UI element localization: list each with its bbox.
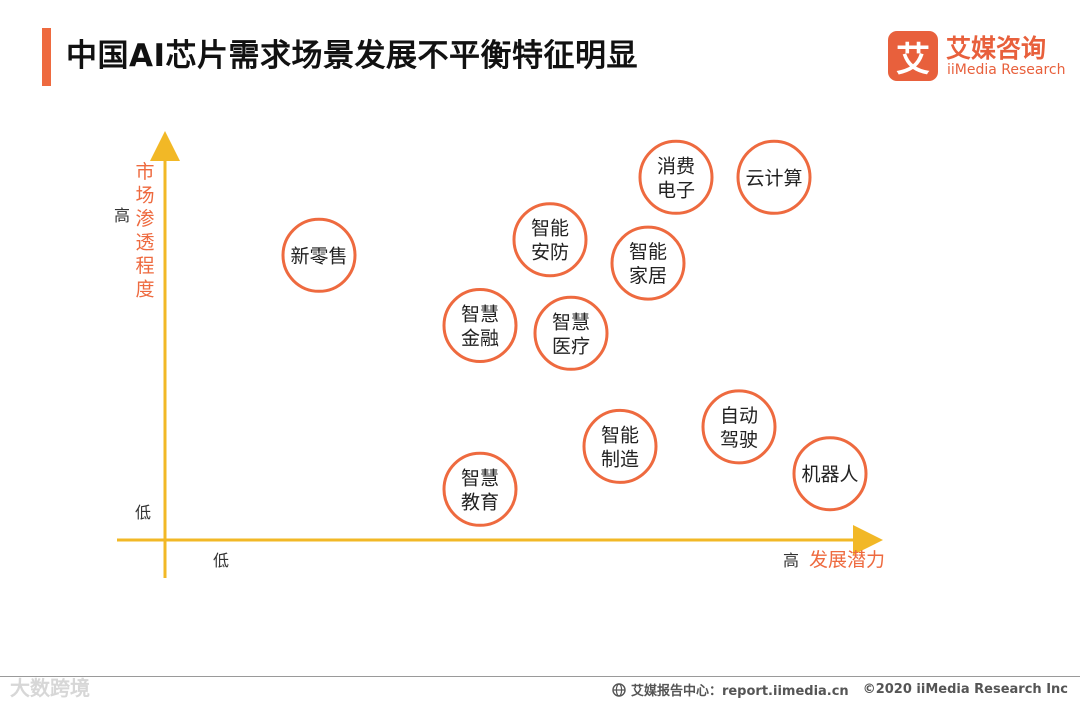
brand-logo: 艾 艾媒咨询 iiMedia Research: [888, 31, 1068, 83]
bubble: 新零售: [281, 217, 357, 293]
x-low-label: 低: [213, 551, 229, 570]
x-axis-title: 发展潜力: [809, 549, 885, 571]
bubble-circle: [610, 225, 686, 301]
bubble-label: 制造: [601, 448, 639, 470]
bubble-label: 金融: [461, 328, 499, 350]
y-low-label: 低: [135, 503, 151, 522]
bubble-label: 智能: [601, 424, 639, 446]
footer-source: 艾媒报告中心：report.iimedia.cn: [630, 684, 849, 699]
footer: 艾媒报告中心：report.iimedia.cn ©2020 iiMedia R…: [612, 680, 1068, 699]
logo-name-en: iiMedia Research: [947, 62, 1066, 78]
bubble-label: 机器人: [801, 464, 858, 486]
bubble-label: 新零售: [290, 245, 347, 267]
bubble-label: 家居: [629, 265, 667, 287]
bubble-label: 安防: [531, 242, 569, 264]
bubble-circle: [442, 451, 518, 527]
bubble-circle: [442, 288, 518, 363]
footer-copyright: ©2020 iiMedia Research Inc: [862, 682, 1068, 697]
bubble-label: 教育: [461, 491, 499, 513]
bubble-circle: [736, 139, 812, 215]
bubble-label: 电子: [657, 179, 695, 201]
bubble: 机器人: [792, 436, 868, 512]
logo-name-cn: 艾媒咨询: [946, 34, 1047, 63]
logo-mark-icon: 艾: [888, 31, 938, 81]
x-high-label: 高: [783, 551, 799, 570]
footer-divider: [0, 676, 1080, 677]
bubble-label: 智慧: [552, 311, 590, 333]
bubble-circle: [533, 295, 609, 371]
y-high-label: 高: [114, 206, 130, 225]
bubble-circle: [582, 408, 658, 484]
bubble-label: 自动: [720, 405, 758, 427]
bubble-label: 云计算: [745, 167, 802, 189]
bubble-label: 智慧: [461, 304, 499, 326]
page-title: 中国AI芯片需求场景发展不平衡特征明显: [66, 38, 639, 74]
bubble-label: 智慧: [461, 467, 499, 489]
watermark-text: 大数跨境: [10, 676, 90, 700]
bubble-circle: [701, 389, 777, 465]
bubble-circle: [792, 436, 868, 512]
bubble-label: 消费: [657, 155, 695, 177]
bubble-label: 智能: [531, 218, 569, 240]
bubble-label: 智能: [629, 241, 667, 263]
bubble-label: 医疗: [552, 335, 590, 357]
bubble-circle: [638, 139, 714, 215]
y-axis-title: 市场渗透程度: [135, 161, 154, 301]
bubble-circle: [512, 202, 588, 278]
title-accent-bar: [42, 28, 51, 86]
bubble-label: 驾驶: [720, 429, 758, 451]
bubble-circle: [281, 217, 357, 293]
globe-icon: [612, 682, 626, 697]
bubble: 云计算: [736, 139, 812, 215]
